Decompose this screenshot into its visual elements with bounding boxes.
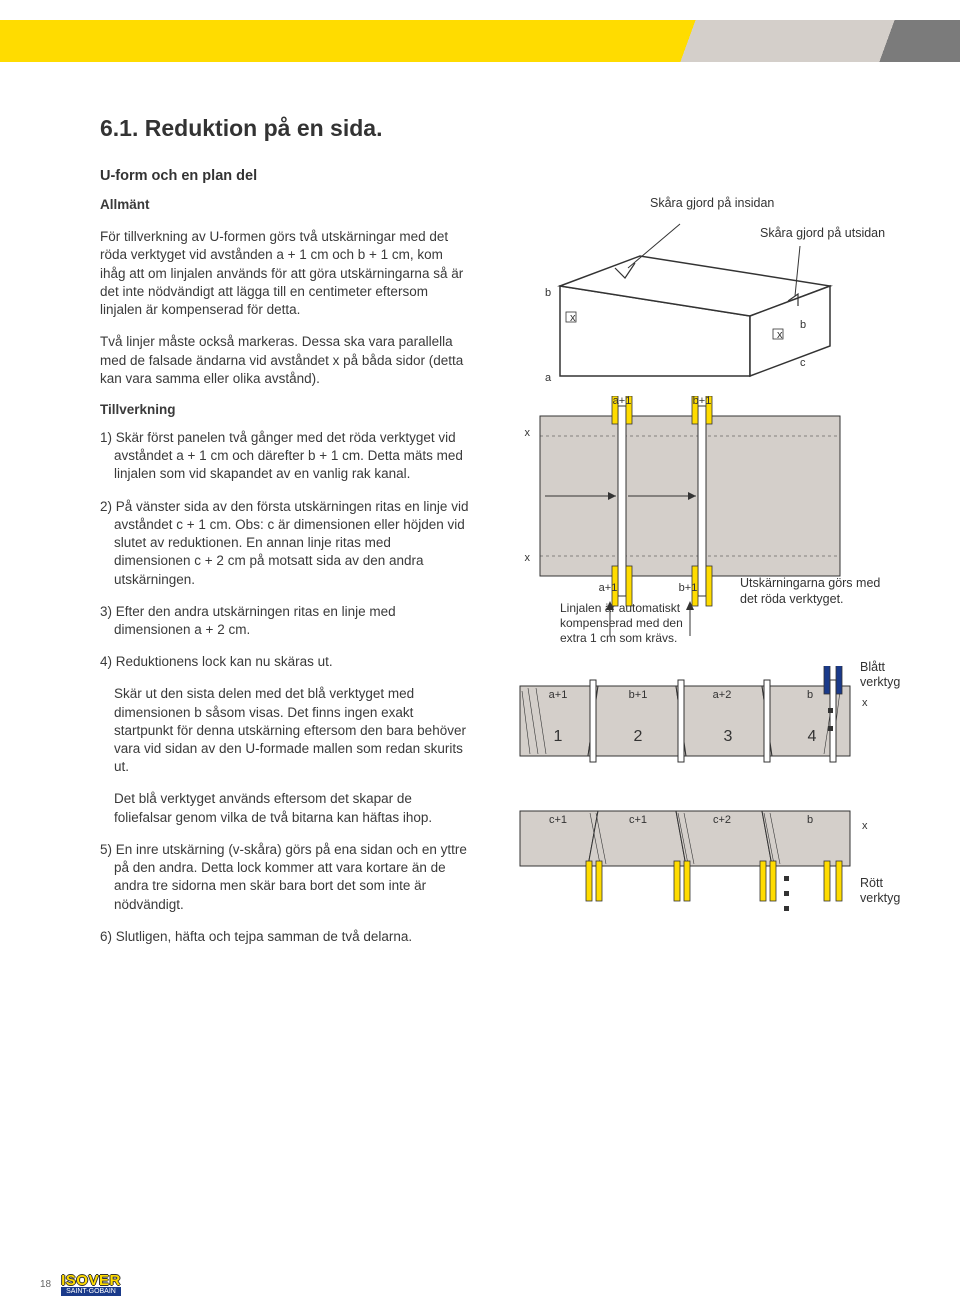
iso-b-left: b xyxy=(545,287,551,299)
d3-c1a: c+1 xyxy=(549,814,567,826)
step-4b: Skär ut den sista delen med det blå verk… xyxy=(100,685,470,776)
allmant-heading: Allmänt xyxy=(100,197,150,212)
tillverkning-heading: Tillverkning xyxy=(100,402,470,417)
d3-n4: 4 xyxy=(808,728,817,745)
paragraph-2: Två linjer måste också markeras. Dessa s… xyxy=(100,333,470,388)
top-band-gray-wedge xyxy=(860,20,960,62)
logo-sub: SAINT-GOBAIN xyxy=(61,1287,121,1296)
d2-b1-bot: b+1 xyxy=(679,582,698,594)
page-title: 6.1. Reduktion på en sida. xyxy=(100,115,900,142)
d3-n1: 1 xyxy=(554,728,563,745)
step-1: 1) Skär först panelen två gånger med det… xyxy=(100,429,470,484)
page-footer: 18 ISOVER SAINT-GOBAIN xyxy=(40,1272,121,1296)
iso-b-right: b xyxy=(800,319,806,331)
d3-b: b xyxy=(807,689,813,701)
d2-x-top: x xyxy=(525,427,531,439)
diagram-column: Skåra gjord på insidan Skåra gjord på ut… xyxy=(500,196,900,986)
page-content: 6.1. Reduktion på en sida. U-form och en… xyxy=(100,115,900,986)
logo-brand: ISOVER xyxy=(61,1272,121,1289)
d3-n3: 3 xyxy=(724,728,733,745)
iso-a: a xyxy=(545,372,552,384)
d3-c2: c+2 xyxy=(713,814,731,826)
step-3: 3) Efter den andra utskärningen ritas en… xyxy=(100,603,470,639)
top-band-yellow xyxy=(0,20,670,62)
page-subtitle: U-form och en plan del xyxy=(100,168,900,184)
d3-n2: 2 xyxy=(634,728,643,745)
top-band-wedge xyxy=(670,20,740,62)
page-number: 18 xyxy=(40,1279,51,1290)
iso-c: c xyxy=(800,357,806,369)
step-5: 5) En inre utskärning (v-skåra) görs på … xyxy=(100,841,470,914)
isover-logo: ISOVER SAINT-GOBAIN xyxy=(61,1272,121,1296)
d3-x-top: x xyxy=(862,697,868,709)
d3-a2: a+2 xyxy=(713,689,732,701)
text-column: Allmänt För tillverkning av U-formen gör… xyxy=(100,196,470,986)
cuts-note: Utskärningarna görs med det röda verktyg… xyxy=(740,576,890,607)
d3-b2: b xyxy=(807,814,813,826)
paragraph-1: För tillverkning av U-formen görs två ut… xyxy=(100,228,470,319)
d2-a1-top: a+1 xyxy=(613,396,632,407)
step-6: 6) Slutligen, häfta och tejpa samman de … xyxy=(100,928,470,946)
step-4c: Det blå verktyget används eftersom det s… xyxy=(100,790,470,826)
d3-c1b: c+1 xyxy=(629,814,647,826)
d2-x-bot: x xyxy=(525,552,531,564)
segments-diagram: a+1 b+1 a+2 b 1 2 3 4 x xyxy=(500,666,920,986)
top-color-band xyxy=(0,20,960,62)
d3-a1: a+1 xyxy=(549,689,568,701)
blue-tool-label: Blått verktyg xyxy=(860,660,910,690)
d3-x-bot: x xyxy=(862,820,868,832)
red-tool-label: Rött verktyg xyxy=(860,876,910,906)
isometric-box-diagram: b x a b x c xyxy=(500,206,880,396)
step-2: 2) På vänster sida av den första utskärn… xyxy=(100,498,470,589)
d3-b1: b+1 xyxy=(629,689,648,701)
step-4: 4) Reduktionens lock kan nu skäras ut. xyxy=(100,653,470,671)
d2-b1-top: b+1 xyxy=(693,396,712,407)
d2-a1-bot: a+1 xyxy=(599,582,618,594)
ruler-note: Linjalen är automatiskt kompenserad med … xyxy=(560,601,690,646)
